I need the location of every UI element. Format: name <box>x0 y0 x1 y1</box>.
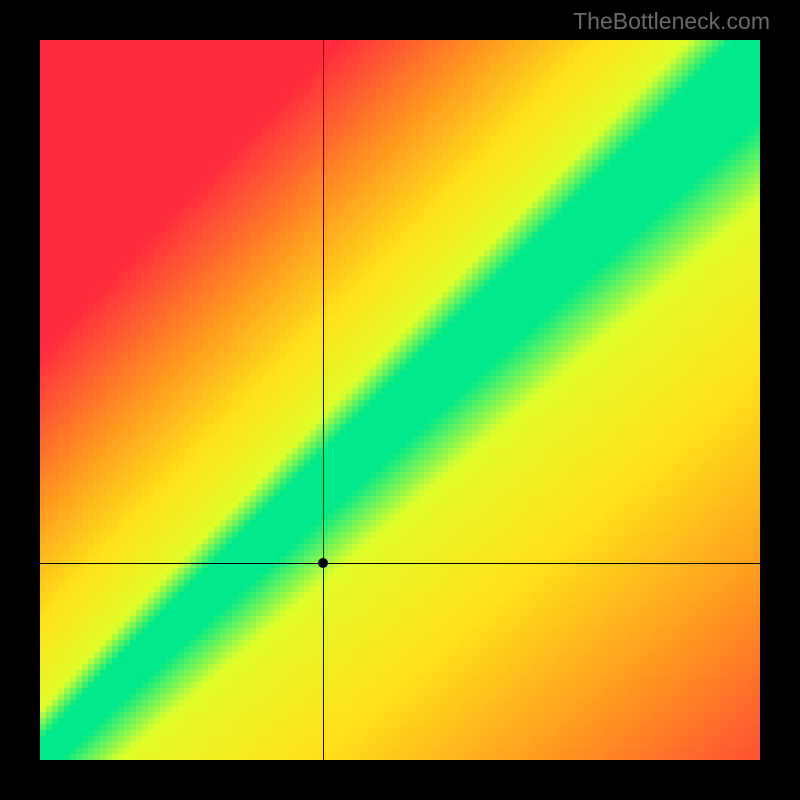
heatmap-canvas <box>40 40 760 760</box>
heatmap-chart <box>40 40 760 760</box>
watermark-text: TheBottleneck.com <box>573 8 770 35</box>
crosshair-vertical <box>323 40 324 760</box>
crosshair-marker-dot <box>318 558 328 568</box>
crosshair-horizontal <box>40 563 760 564</box>
